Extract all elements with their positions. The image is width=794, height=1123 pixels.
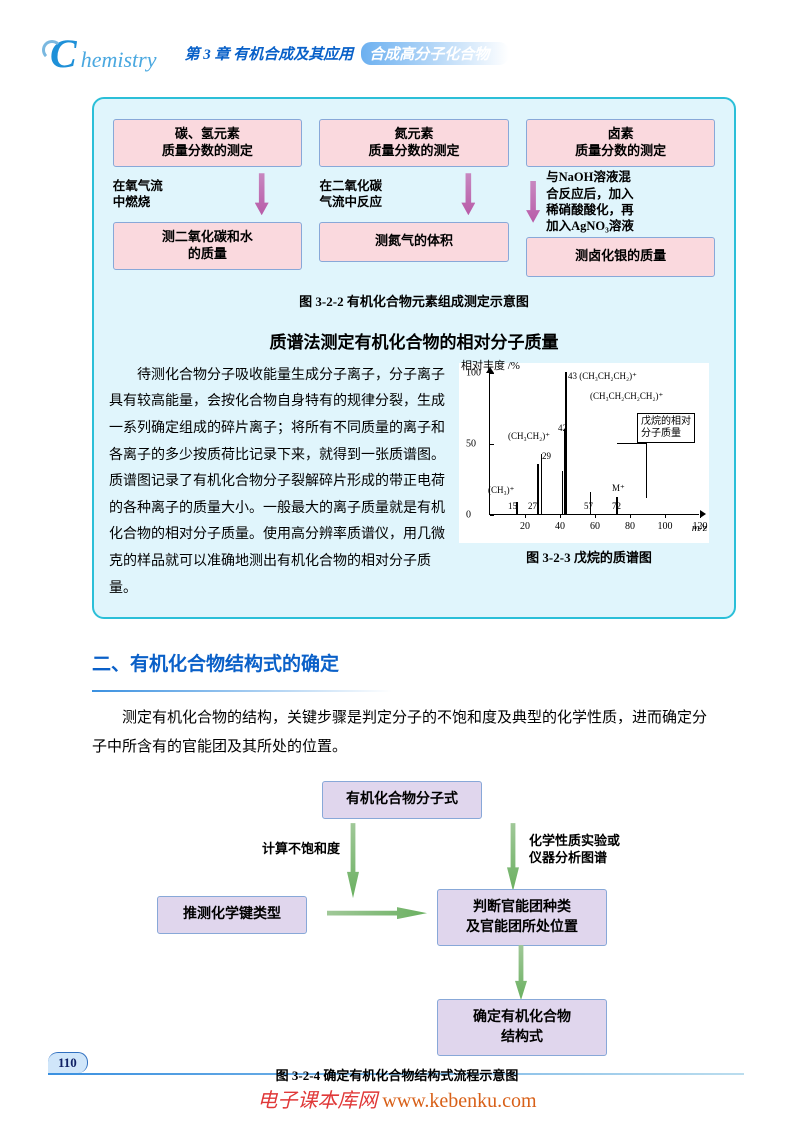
arrow-down-icon — [461, 173, 475, 215]
flow-box-bot: 测氮气的体积 — [319, 222, 508, 262]
flow2-bot: 确定有机化合物 结构式 — [437, 999, 607, 1056]
flow-column-0: 碳、氢元素 质量分数的测定 在氧气流 中燃烧 测二氧化碳和水 的质量 — [113, 119, 302, 277]
peak-label: 29 — [542, 451, 551, 461]
flow2-mid-right: 判断官能团种类 及官能团所处位置 — [437, 889, 607, 946]
peak-label: 43 (CH₃CH₂CH₂)⁺ — [568, 371, 637, 382]
peak-label: (CH₃)⁺ — [488, 485, 514, 496]
flow-mid-label: 在二氧化碳 气流中反应 — [319, 178, 455, 211]
x-tick-label: 100 — [658, 521, 673, 532]
flow-column-1: 氮元素 质量分数的测定 在二氧化碳 气流中反应 测氮气的体积 — [319, 119, 508, 277]
mass-spectrum-chart: 相对丰度 /% m/z 戊烷的相对 分子质量 05010020406080100… — [459, 363, 709, 543]
figure-caption-2: 图 3-2-3 戊烷的质谱图 — [459, 547, 719, 566]
y-tick-label: 0 — [466, 509, 471, 520]
flow-box-top: 卤素 质量分数的测定 — [526, 119, 715, 167]
section-heading-line — [92, 690, 392, 692]
footer-url: www.kebenku.com — [382, 1090, 536, 1112]
logo-text: hemistry — [81, 47, 157, 73]
arrow-down-icon — [507, 823, 519, 891]
peak-label: (CH₃CH₂CH₂CH₂)⁺ — [590, 391, 663, 402]
spectrum-peak — [565, 372, 567, 514]
y-tick-label: 50 — [466, 438, 476, 449]
flow-box-top: 氮元素 质量分数的测定 — [319, 119, 508, 167]
x-tick-label: 20 — [520, 521, 530, 532]
spectrum-peak — [541, 454, 543, 514]
arrow-down-icon — [526, 181, 540, 223]
x-tick-label: 120 — [693, 521, 708, 532]
flow-box-bot: 测二氧化碳和水 的质量 — [113, 222, 302, 270]
highlight-box: 碳、氢元素 质量分数的测定 在氧气流 中燃烧 测二氧化碳和水 的质量 氮元素 质… — [92, 97, 736, 619]
arrow-down-icon — [255, 173, 269, 215]
site-footer: 电子课本库网 www.kebenku.com — [0, 1084, 794, 1113]
chapter-title: 第 3 章 有机合成及其应用 — [184, 43, 353, 64]
footer-sitename: 电子课本库网 — [257, 1090, 377, 1112]
flow2-mid-left: 推测化学键类型 — [157, 896, 307, 934]
page-number: 110 — [48, 1052, 88, 1073]
logo-c: C — [50, 30, 77, 77]
flow-mid-label: 在氧气流 中燃烧 — [113, 178, 249, 211]
peak-label: 42 — [558, 423, 567, 433]
x-tick-label: 80 — [625, 521, 635, 532]
section-heading: 二、有机化合物结构式的确定 — [92, 649, 794, 676]
arrow-down-icon — [347, 823, 359, 898]
flow-diagram-2: 有机化合物分子式 计算不饱和度 化学性质实验或 仪器分析图谱 推测化学键类型 判… — [157, 781, 637, 1051]
figure-caption-1: 图 3-2-2 有机化合物元素组成测定示意图 — [109, 291, 719, 310]
peak-label: 72 — [612, 501, 621, 511]
anno-box: 戊烷的相对 分子质量 — [637, 413, 695, 443]
x-tick-label: 60 — [590, 521, 600, 532]
peak-label: (CH₃CH₂)⁺ — [508, 431, 550, 442]
arrow-right-icon — [327, 907, 427, 919]
figure-caption-3: 图 3-2-4 确定有机化合物结构式流程示意图 — [0, 1065, 794, 1084]
flow-mid-label: 与NaOH溶液混 合反应后，加入 稀硝酸酸化，再 加入AgNO₃溶液 — [546, 169, 715, 234]
page-header: C hemistry 第 3 章 有机合成及其应用 合成高分子化合物 — [0, 0, 794, 87]
flow2-top: 有机化合物分子式 — [322, 781, 482, 819]
ms-paragraph: 待测化合物分子吸收能量生成分子离子，分子离子具有较高能量，会按化合物自身特有的规… — [109, 363, 447, 602]
ms-subtitle: 质谱法测定有机化合物的相对分子质量 — [109, 328, 719, 353]
flow-box-bot: 测卤化银的质量 — [526, 237, 715, 277]
spectrum-peak — [537, 464, 539, 514]
y-tick-label: 100 — [466, 367, 481, 378]
flow2-label-left: 计算不饱和度 — [262, 841, 340, 858]
flow-box-top: 碳、氢元素 质量分数的测定 — [113, 119, 302, 167]
peak-label: 57 — [584, 501, 593, 511]
x-tick-label: 40 — [555, 521, 565, 532]
peak-label: 27 — [528, 501, 537, 511]
flow2-label-right: 化学性质实验或 仪器分析图谱 — [529, 833, 620, 867]
section-para: 测定有机化合物的结构，关键步骤是判定分子的不饱和度及典型的化学性质，进而确定分子… — [92, 704, 714, 761]
flow-diagram-1: 碳、氢元素 质量分数的测定 在氧气流 中燃烧 测二氧化碳和水 的质量 氮元素 质… — [109, 119, 719, 277]
arrow-down-icon — [515, 945, 527, 1000]
peak-label: 15 — [508, 501, 517, 511]
chapter-subtitle: 合成高分子化合物 — [361, 42, 509, 65]
flow-column-2: 卤素 质量分数的测定 与NaOH溶液混 合反应后，加入 稀硝酸酸化，再 加入Ag… — [526, 119, 715, 277]
